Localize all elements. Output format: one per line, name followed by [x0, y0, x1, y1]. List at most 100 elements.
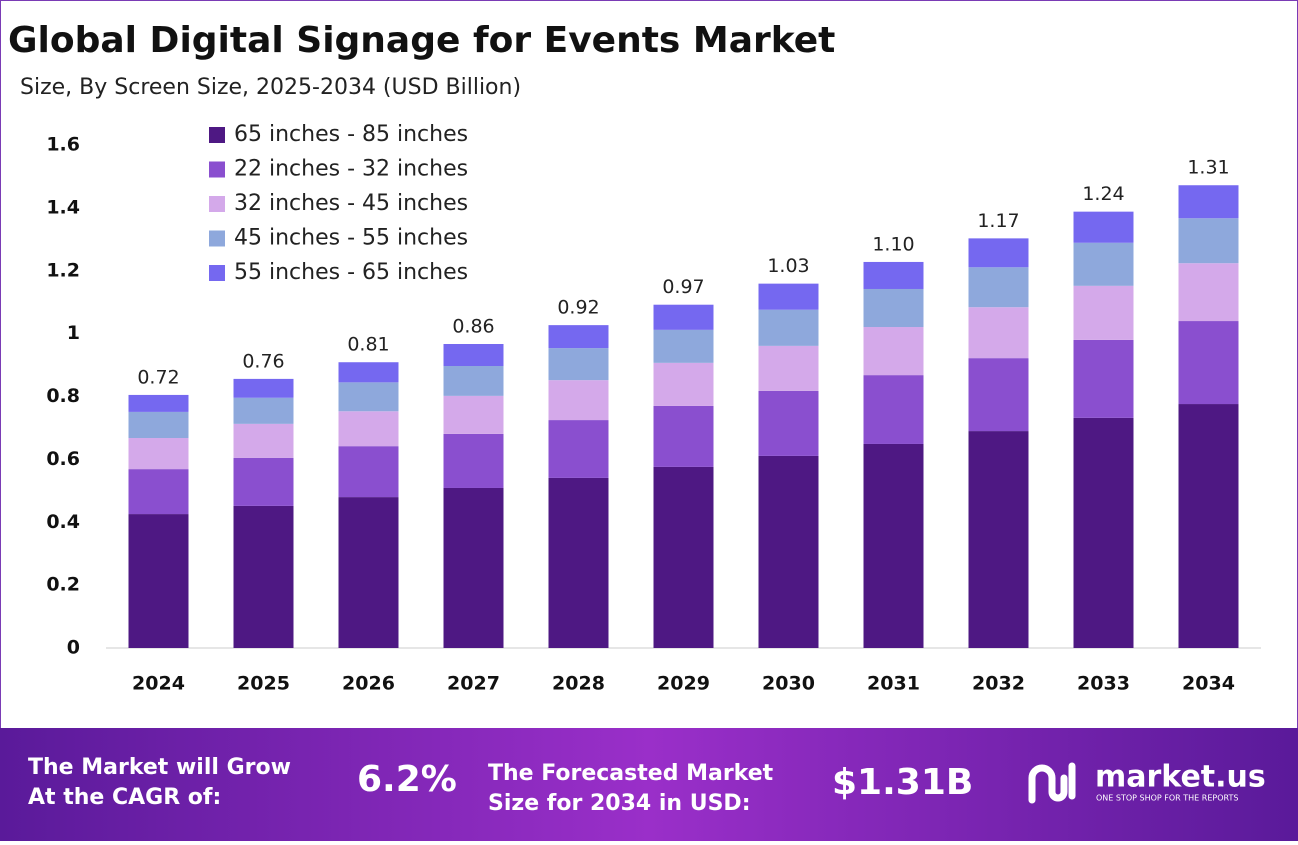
legend-swatch [209, 265, 225, 281]
bar-segment [233, 397, 294, 424]
bar-segment [968, 307, 1029, 359]
forecast-label: The Forecasted Market [488, 761, 774, 786]
legend-label: 65 inches - 85 inches [234, 122, 468, 147]
bar-segment [128, 437, 189, 470]
x-tick-label: 2033 [1077, 673, 1130, 695]
y-tick-label: 0 [67, 637, 80, 659]
cagr-label: At the CAGR of: [28, 785, 221, 810]
legend-swatch [209, 196, 225, 212]
bar-segment [1178, 263, 1239, 322]
bar-segment [338, 497, 399, 648]
bar-segment [548, 348, 609, 381]
total-label: 1.03 [767, 255, 809, 277]
total-label: 0.81 [347, 334, 389, 356]
bar-segment [1073, 285, 1134, 340]
bar-segment [548, 420, 609, 478]
bar-segment [1073, 339, 1134, 418]
legend-label: 22 inches - 32 inches [234, 157, 468, 182]
bar-segment [653, 405, 714, 467]
bar-segment [968, 238, 1029, 268]
bar-segment [863, 443, 924, 648]
chart-subtitle: Size, By Screen Size, 2025-2034 (USD Bil… [20, 75, 521, 100]
bar-segment [443, 366, 504, 396]
y-tick-label: 0.6 [46, 448, 80, 470]
cagr-label: The Market will Grow [28, 755, 291, 780]
footer-band [0, 728, 1298, 841]
bar-segment [128, 514, 189, 648]
legend-swatch [209, 161, 225, 178]
bar-segment [128, 411, 189, 438]
bar-segment [233, 378, 294, 398]
y-tick-label: 1.2 [46, 259, 80, 281]
legend-label: 32 inches - 45 inches [234, 191, 468, 216]
bar-segment [863, 375, 924, 444]
total-label: 0.92 [557, 297, 599, 319]
x-tick-label: 2027 [447, 673, 500, 695]
x-tick-label: 2025 [237, 673, 290, 695]
legend-label: 55 inches - 65 inches [234, 260, 468, 285]
bar-segment [758, 390, 819, 456]
x-tick-label: 2031 [867, 673, 920, 695]
bar-segment [758, 345, 819, 391]
y-tick-label: 1.6 [46, 134, 80, 156]
bar-segment [128, 394, 189, 412]
bar-segment [443, 395, 504, 434]
bar-segment [653, 329, 714, 363]
total-label: 1.24 [1082, 183, 1124, 205]
total-label: 0.86 [452, 315, 494, 337]
total-label: 0.97 [662, 276, 704, 298]
bar-segment [443, 343, 504, 367]
bar-segment [758, 309, 819, 346]
bar-segment [653, 362, 714, 406]
bar-segment [548, 380, 609, 421]
bar-segment [128, 469, 189, 515]
chart-title: Global Digital Signage for Events Market [8, 20, 835, 61]
total-label: 1.10 [872, 233, 914, 255]
bar-segment [1073, 417, 1134, 648]
bar-segment [653, 304, 714, 330]
bar-segment [443, 487, 504, 648]
bar-segment [338, 446, 399, 498]
bar-segment [443, 433, 504, 488]
legend-swatch [209, 127, 225, 143]
y-tick-label: 1.4 [46, 196, 80, 218]
bar-segment [968, 267, 1029, 308]
y-tick-label: 0.4 [46, 511, 80, 533]
total-label: 0.76 [242, 350, 284, 372]
brand-name: market.us [1095, 760, 1266, 795]
brand-tagline: ONE STOP SHOP FOR THE REPORTS [1096, 794, 1238, 803]
x-tick-label: 2028 [552, 673, 605, 695]
bar-segment [758, 283, 819, 310]
bar-segment [968, 358, 1029, 432]
y-tick-label: 1 [67, 322, 80, 344]
bar-segment [548, 477, 609, 648]
bar-segment [1178, 404, 1239, 648]
forecast-value: $1.31B [832, 762, 973, 803]
bar-segment [863, 288, 924, 328]
cagr-value: 6.2% [357, 759, 457, 800]
bar-segment [863, 261, 924, 289]
bar-segment [863, 327, 924, 376]
bar-segment [758, 455, 819, 648]
y-tick-label: 0.2 [46, 574, 80, 596]
bar-segment [338, 382, 399, 412]
bar-segment [1073, 242, 1134, 286]
forecast-label: Size for 2034 in USD: [488, 791, 751, 816]
bar-segment [1178, 321, 1239, 405]
total-label: 0.72 [137, 366, 179, 388]
bar-segment [338, 362, 399, 383]
bar-segment [233, 457, 294, 506]
x-tick-label: 2029 [657, 673, 710, 695]
x-tick-label: 2026 [342, 673, 395, 695]
x-tick-label: 2034 [1182, 673, 1235, 695]
bar-segment [1073, 211, 1134, 243]
total-label: 1.31 [1187, 157, 1229, 179]
y-tick-label: 0.8 [46, 385, 80, 407]
bar-segment [233, 423, 294, 458]
bar-segment [1178, 218, 1239, 264]
bar-segment [653, 466, 714, 648]
legend-swatch [209, 230, 225, 247]
bar-segment [338, 411, 399, 447]
